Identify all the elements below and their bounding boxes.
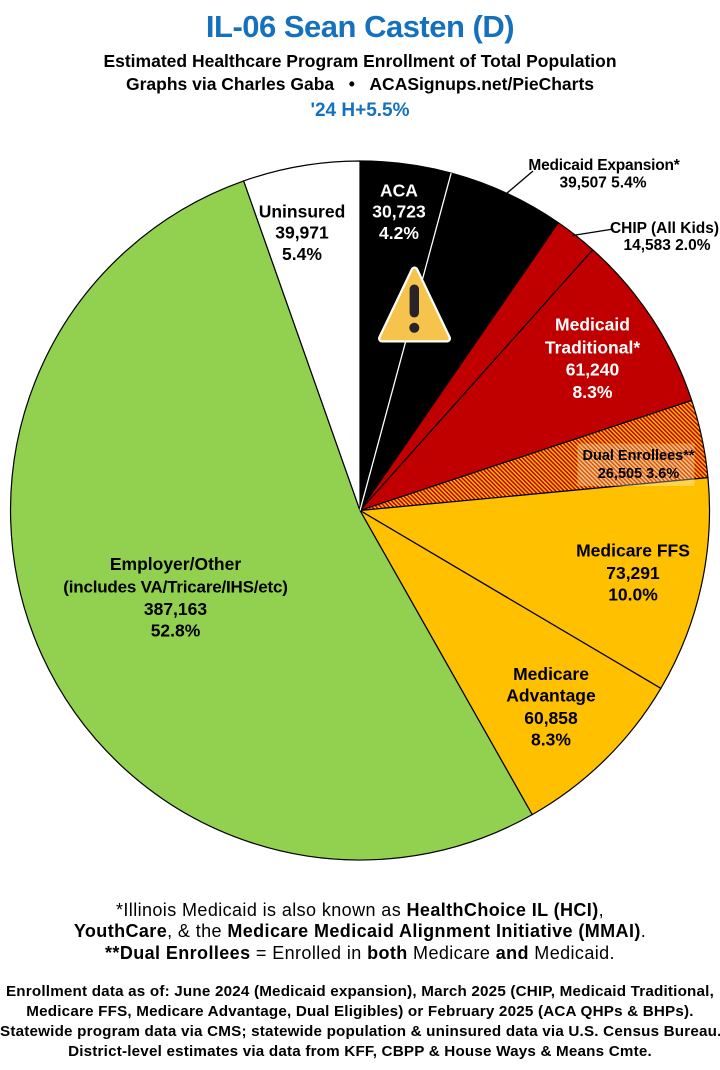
svg-text:5.4%: 5.4% (282, 244, 322, 264)
svg-text:Dual Enrollees**: Dual Enrollees** (582, 448, 694, 464)
svg-text:4.2%: 4.2% (379, 223, 419, 243)
svg-text:26,505 3.6%: 26,505 3.6% (598, 466, 680, 482)
svg-text:14,583 2.0%: 14,583 2.0% (623, 237, 710, 254)
svg-text:Advantage: Advantage (506, 685, 596, 705)
svg-text:10.0%: 10.0% (608, 585, 658, 605)
svg-text:61,240: 61,240 (566, 360, 620, 380)
svg-text:Traditional*: Traditional* (545, 337, 640, 357)
svg-text:387,163: 387,163 (144, 599, 208, 619)
svg-text:Employer/Other: Employer/Other (110, 554, 241, 574)
svg-text:ACA: ACA (380, 180, 418, 200)
svg-text:73,291: 73,291 (606, 563, 660, 583)
svg-text:Uninsured: Uninsured (259, 202, 346, 222)
svg-text:Medicare FFS: Medicare FFS (576, 540, 690, 560)
svg-text:39,507 5.4%: 39,507 5.4% (559, 174, 646, 191)
svg-text:8.3%: 8.3% (573, 382, 613, 402)
svg-text:60,858: 60,858 (524, 708, 578, 728)
svg-text:Medicaid Expansion*: Medicaid Expansion* (528, 157, 680, 174)
svg-text:30,723: 30,723 (372, 202, 426, 222)
svg-text:Medicaid: Medicaid (555, 315, 630, 335)
svg-text:CHIP (All Kids): CHIP (All Kids) (610, 220, 719, 237)
svg-text:8.3%: 8.3% (531, 730, 571, 750)
svg-text:52.8%: 52.8% (151, 620, 201, 640)
svg-text:39,971: 39,971 (275, 223, 329, 243)
svg-text:(includes VA/Tricare/IHS/etc): (includes VA/Tricare/IHS/etc) (63, 577, 287, 596)
svg-text:Medicare: Medicare (513, 664, 589, 684)
